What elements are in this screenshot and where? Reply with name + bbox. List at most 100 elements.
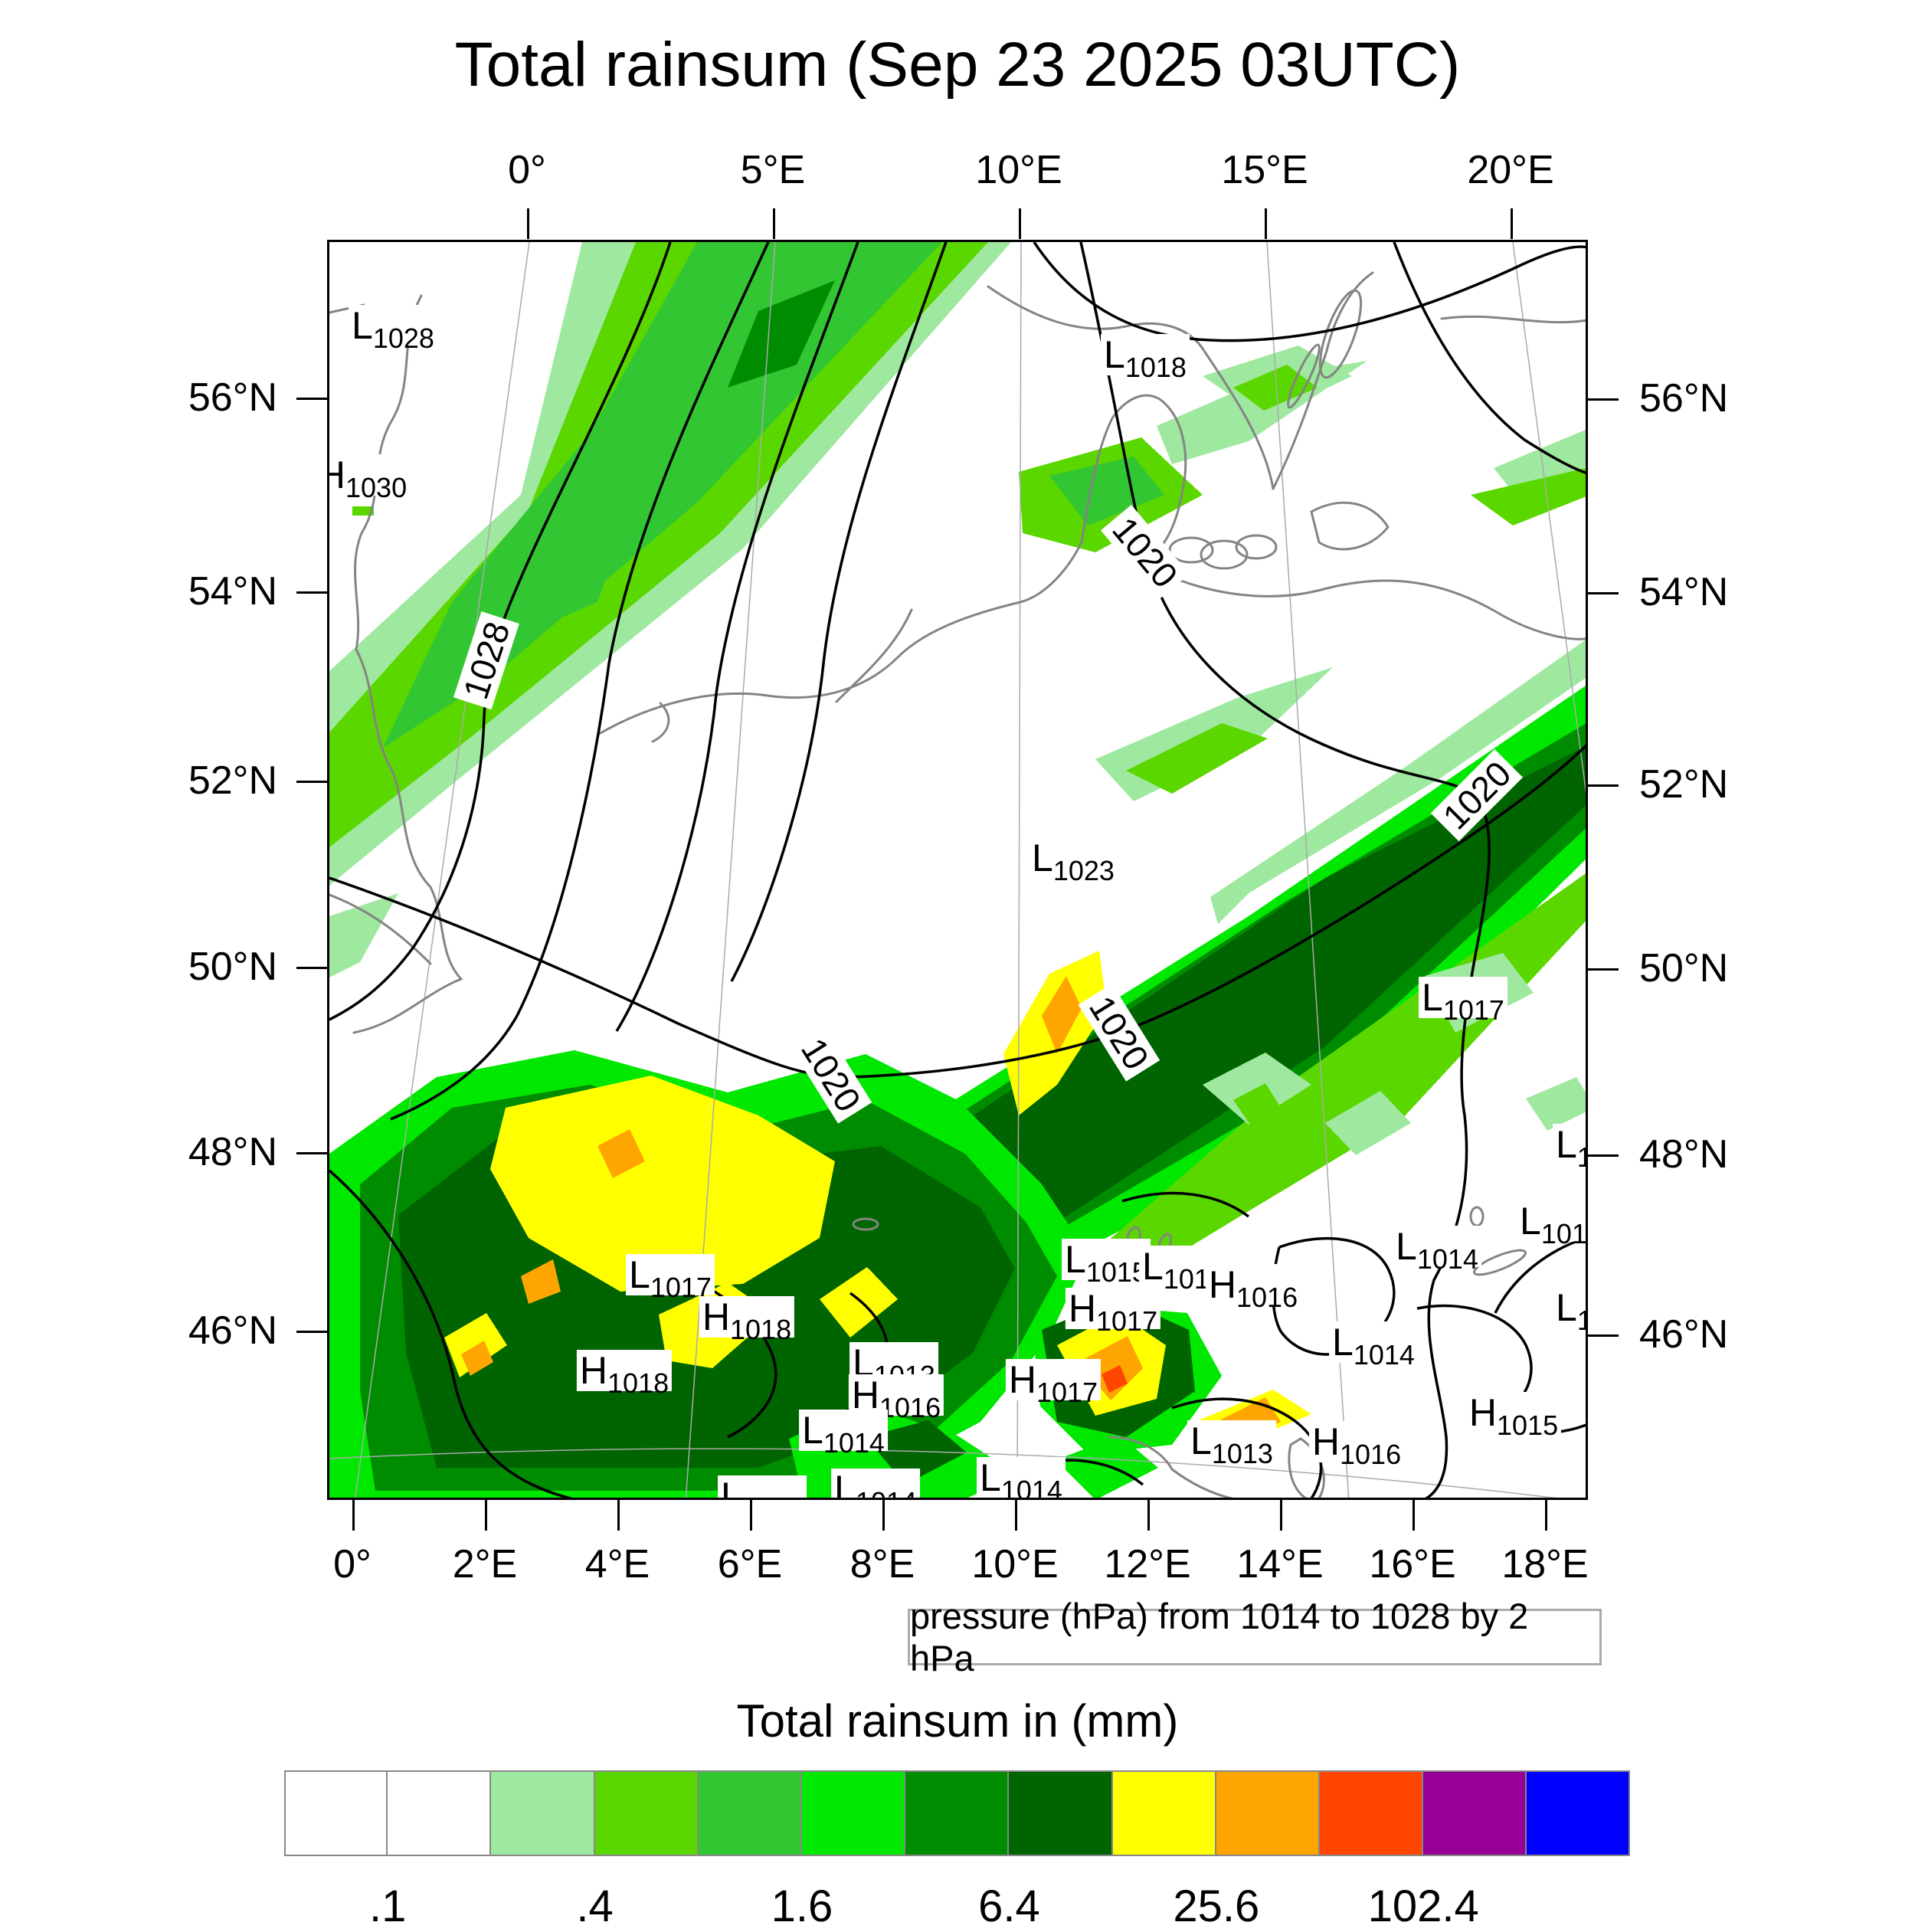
right-tick [1588, 592, 1619, 594]
isobar-contour [615, 242, 859, 1032]
pressure-value: 1013 [1577, 1305, 1586, 1336]
pressure-value: 1013 [1540, 1218, 1587, 1249]
pressure-label-l1014: L1014 [718, 1475, 807, 1500]
pressure-letter: L [1556, 1286, 1577, 1329]
pressure-letter: L [721, 1475, 742, 1500]
right-tick [1588, 1334, 1619, 1337]
right-tick [1588, 1154, 1619, 1157]
pressure-label-h1017: H1017 [1005, 1358, 1102, 1406]
pressure-letter: L [1032, 837, 1053, 879]
precip-area [728, 280, 835, 388]
pressure-label-h1018: H1018 [576, 1350, 673, 1397]
left-axis-label: 48°N [188, 1130, 277, 1174]
isobar-contour [1033, 242, 1586, 342]
bottom-tick [617, 1500, 620, 1531]
pressure-value: 1015 [1085, 1256, 1147, 1288]
colorbar-cell-7 [1009, 1770, 1113, 1856]
right-axis-label: 56°N [1639, 376, 1729, 421]
isobar-contour [1171, 1397, 1323, 1498]
precip-area [820, 1267, 898, 1338]
pressure-label-l1017: L1017 [626, 1254, 715, 1302]
bottom-axis-label: 0° [333, 1542, 372, 1587]
pressure-letter: H [1208, 1263, 1237, 1306]
pressure-label-h1018: H1018 [699, 1295, 795, 1344]
pressure-letter: H [702, 1295, 731, 1338]
pressure-value: 1014 [1416, 1243, 1478, 1275]
precip-area [1126, 723, 1268, 794]
pressure-value: 1015 [1497, 1410, 1559, 1441]
pressure-label-l1014: L1014 [1329, 1321, 1418, 1369]
pressure-letter: H [1311, 1420, 1340, 1463]
right-tick [1588, 398, 1619, 401]
coastline [651, 702, 670, 743]
pressure-label-h1017: H1017 [1065, 1288, 1161, 1335]
pressure-value: 1028 [372, 323, 434, 354]
coastline [987, 285, 1275, 490]
precip-area [866, 1420, 967, 1485]
pressure-letter: L [1065, 1238, 1086, 1281]
bottom-tick [1545, 1500, 1547, 1531]
precip-area [329, 893, 398, 977]
pressure-label-l1023: L1023 [1029, 837, 1118, 885]
pressure-legend-box: pressure (hPa) from 1014 to 1028 by 2 hP… [908, 1596, 1602, 1678]
pressure-label-l1015: L1015 [1062, 1238, 1151, 1286]
coastline [597, 541, 1083, 735]
pressure-label-h1030: H1030 [329, 454, 411, 502]
pressure-label-l1018: L1018 [1101, 334, 1190, 381]
pressure-value: 1014 [742, 1493, 804, 1498]
pressure-value: 1014 [856, 1486, 917, 1498]
colorbar-cell-6 [905, 1770, 1010, 1856]
right-tick [1588, 968, 1619, 971]
pressure-label-l1013: L1013 [1553, 1124, 1586, 1171]
left-tick [296, 1331, 327, 1333]
precip-area [597, 1129, 645, 1178]
bottom-axis-label: 2°E [452, 1542, 518, 1587]
precip-area [544, 518, 628, 625]
pressure-letter: H [1008, 1358, 1037, 1401]
pressure-label-l1014: L1014 [831, 1468, 920, 1500]
colorbar-cell-9 [1216, 1770, 1320, 1856]
pressure-letter: L [834, 1468, 856, 1500]
pressure-legend-text: pressure (hPa) from 1014 to 1028 by 2 hP… [910, 1596, 1529, 1678]
pressure-value: 1014 [1000, 1475, 1062, 1500]
left-axis-label: 56°N [188, 375, 277, 420]
colorbar [284, 1770, 1631, 1856]
pressure-label-l1014: L1014 [977, 1457, 1066, 1498]
pressure-letter: H [851, 1374, 880, 1416]
graticule-line [355, 242, 530, 1498]
colorbar-cell-4 [698, 1770, 802, 1856]
pressure-value: 1014 [1353, 1339, 1415, 1370]
bottom-tick [882, 1500, 885, 1531]
precip-area [383, 242, 942, 748]
isobar-contour [329, 744, 1586, 1079]
left-tick [296, 781, 327, 783]
pressure-value: 1030 [345, 472, 408, 503]
colorbar-cell-10 [1319, 1770, 1424, 1856]
pressure-label-h1016: H1016 [1205, 1263, 1301, 1311]
colorbar-title: Total rainsum in (mm) [736, 1695, 1179, 1747]
bottom-axis-label: 10°E [971, 1542, 1059, 1587]
graticule-line [1016, 242, 1022, 1498]
pressure-label-l1013: L1013 [1517, 1200, 1586, 1248]
top-tick [1265, 208, 1267, 239]
left-tick [296, 591, 327, 594]
right-axis-label: 46°N [1639, 1312, 1729, 1357]
pressure-value: 1018 [1124, 352, 1187, 383]
bottom-tick [1280, 1500, 1282, 1531]
colorbar-cell-3 [594, 1770, 699, 1856]
pressure-label-h1016: H1016 [1308, 1420, 1405, 1469]
bottom-axis-label: 12°E [1104, 1542, 1191, 1587]
graticule-line [1266, 242, 1350, 1498]
isobar-contour [1121, 1191, 1250, 1218]
isobar-contour [1494, 1236, 1586, 1314]
coastline [1080, 394, 1187, 552]
colorbar-cell-0 [284, 1770, 388, 1856]
left-axis-label: 50°N [188, 945, 277, 989]
precip-area [490, 1076, 835, 1292]
colorbar-tick-label: .4 [576, 1881, 614, 1931]
coastline [1310, 501, 1390, 551]
left-tick [296, 398, 327, 400]
precip-area [461, 1341, 493, 1376]
pressure-letter: L [1422, 976, 1443, 1019]
top-tick [773, 208, 775, 239]
